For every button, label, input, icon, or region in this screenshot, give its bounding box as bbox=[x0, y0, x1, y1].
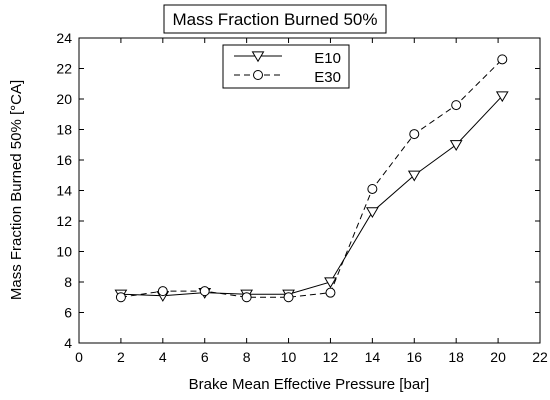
legend-box bbox=[222, 44, 350, 89]
x-tick-label: 14 bbox=[365, 349, 381, 365]
x-tick-label: 0 bbox=[75, 349, 83, 365]
series-layer bbox=[114, 54, 509, 303]
chart-title: Mass Fraction Burned 50% bbox=[163, 4, 387, 34]
data-point-e30 bbox=[451, 100, 462, 111]
x-axis-label: Brake Mean Effective Pressure [bar] bbox=[189, 376, 430, 393]
x-tick-label: 10 bbox=[281, 349, 297, 365]
y-tick-label: 22 bbox=[56, 61, 72, 77]
title-box bbox=[163, 4, 387, 34]
y-tick-label: 14 bbox=[56, 183, 72, 199]
data-point-e30 bbox=[157, 286, 168, 297]
x-tick-label: 20 bbox=[490, 349, 506, 365]
data-point-e10 bbox=[324, 277, 337, 289]
x-tick-label: 8 bbox=[243, 349, 251, 365]
data-point-e30 bbox=[325, 287, 336, 298]
data-point-e30 bbox=[241, 292, 252, 303]
x-tick-label: 2 bbox=[117, 349, 125, 365]
title-text: Mass Fraction Burned 50% bbox=[172, 10, 377, 29]
x-tick-label: 18 bbox=[448, 349, 464, 365]
y-tick-label: 24 bbox=[56, 30, 72, 46]
x-tick-label: 4 bbox=[159, 349, 167, 365]
y-tick-label: 20 bbox=[56, 91, 72, 107]
legend-marker-e10 bbox=[251, 51, 265, 63]
x-axis-ticks: 0 2 4 6 8 10 12 14 16 18 20 22 bbox=[75, 38, 548, 365]
y-tick-label: 18 bbox=[56, 122, 72, 138]
data-point-e10 bbox=[365, 207, 379, 219]
y-axis-ticks: 4 6 8 10 12 14 16 18 20 22 24 bbox=[56, 30, 540, 351]
y-tick-label: 16 bbox=[56, 152, 72, 168]
data-point-e30 bbox=[283, 292, 294, 303]
data-point-e30 bbox=[199, 286, 210, 297]
y-tick-label: 10 bbox=[56, 244, 72, 260]
x-tick-label: 12 bbox=[323, 349, 339, 365]
y-tick-label: 12 bbox=[56, 213, 72, 229]
y-tick-label: 6 bbox=[64, 305, 72, 321]
data-point-e10 bbox=[407, 170, 421, 182]
data-point-e30 bbox=[367, 183, 378, 194]
data-point-e30 bbox=[409, 129, 420, 140]
data-point-e10 bbox=[449, 140, 463, 151]
series-line-e30 bbox=[120, 58, 503, 298]
y-tick-label: 8 bbox=[64, 274, 72, 290]
y-tick-label: 4 bbox=[64, 335, 72, 351]
x-tick-label: 6 bbox=[201, 349, 209, 365]
data-point-e30 bbox=[497, 54, 508, 65]
legend-marker-e30 bbox=[253, 70, 263, 80]
legend-label-e30: E30 bbox=[314, 69, 341, 86]
data-point-e10 bbox=[495, 91, 509, 103]
y-axis-label: Mass Fraction Burned 50% [°CA] bbox=[8, 80, 25, 300]
data-point-e30 bbox=[115, 292, 126, 303]
x-tick-label: 22 bbox=[532, 349, 548, 365]
legend-label-e10: E10 bbox=[314, 50, 341, 67]
legend: E10 E30 bbox=[222, 44, 350, 89]
series-line-e10 bbox=[120, 95, 503, 297]
legend-items bbox=[234, 51, 282, 80]
x-tick-label: 16 bbox=[406, 349, 422, 365]
